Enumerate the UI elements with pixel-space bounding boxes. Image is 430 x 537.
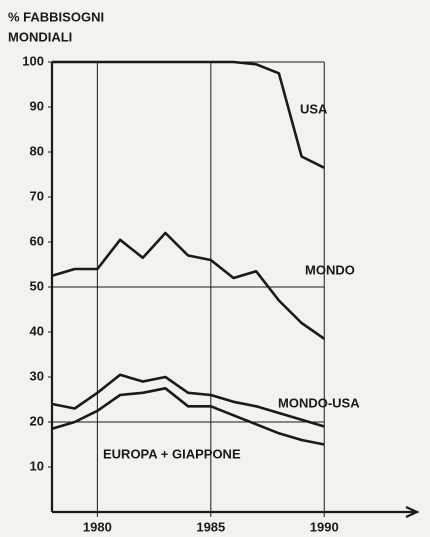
x-tick-label: 1980	[83, 519, 112, 534]
x-tick-label: 1990	[310, 519, 339, 534]
series-line	[51, 373, 325, 428]
series-label: EUROPA + GIAPPONE	[103, 446, 241, 461]
y-tick-label: 90	[30, 98, 44, 113]
series-label: MONDO	[305, 262, 355, 277]
series-line	[51, 387, 325, 446]
y-tick-label: 40	[30, 323, 44, 338]
y-tick-label: 60	[30, 233, 44, 248]
y-tick-label: 10	[30, 458, 44, 473]
x-tick-label: 1985	[196, 519, 225, 534]
y-tick-label: 70	[30, 188, 44, 203]
series-line	[51, 231, 326, 340]
series-line	[52, 60, 325, 169]
series-label: MONDO-USA	[278, 395, 360, 410]
y-axis-title: MONDIALI	[8, 29, 72, 44]
y-axis-title: % FABBISOGNI	[8, 9, 104, 24]
y-tick-label: 20	[30, 413, 44, 428]
series-label: USA	[300, 101, 328, 116]
y-tick-label: 100	[22, 53, 44, 68]
y-tick-label: 30	[30, 368, 44, 383]
y-tick-label: 80	[30, 143, 44, 158]
x-axis-arrow	[405, 505, 420, 519]
y-tick-label: 50	[30, 278, 44, 293]
